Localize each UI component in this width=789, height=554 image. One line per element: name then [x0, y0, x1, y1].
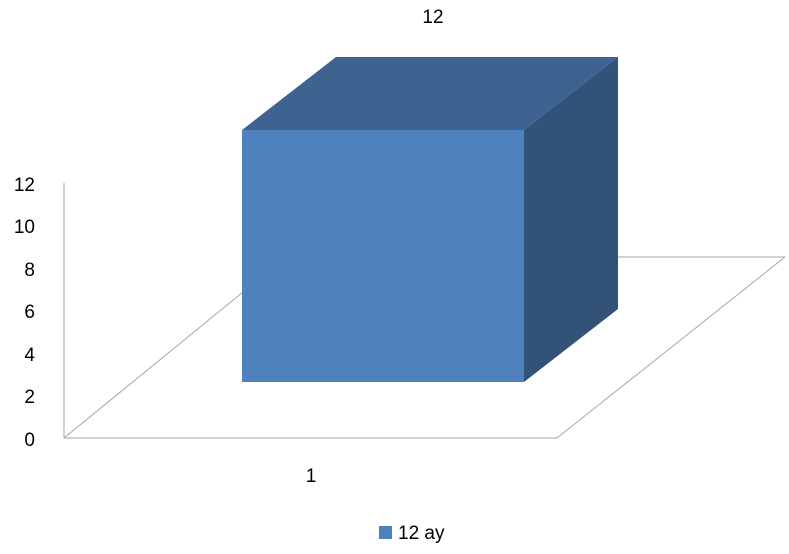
legend-label: 12 ay	[398, 523, 445, 544]
bar-12-ay	[242, 57, 618, 382]
y-tick-label: 4	[24, 345, 35, 366]
legend-swatch	[379, 526, 392, 539]
y-tick-label: 8	[24, 260, 35, 281]
y-tick-label: 10	[14, 217, 35, 238]
x-tick-label: 1	[306, 466, 317, 487]
floor-right-edge	[556, 256, 786, 439]
legend: 12 ay	[379, 523, 445, 544]
y-tick-labels: 0 2 4 6 8 10 12	[14, 175, 36, 451]
y-tick-label: 6	[24, 302, 35, 323]
y-tick-label: 2	[24, 387, 35, 408]
bar-side-face	[524, 57, 618, 382]
y-tick-label: 0	[24, 430, 35, 451]
data-label: 12	[422, 7, 443, 28]
bar-front-face	[242, 130, 524, 382]
y-tick-label: 12	[14, 175, 35, 196]
bar-top-face	[242, 57, 618, 130]
